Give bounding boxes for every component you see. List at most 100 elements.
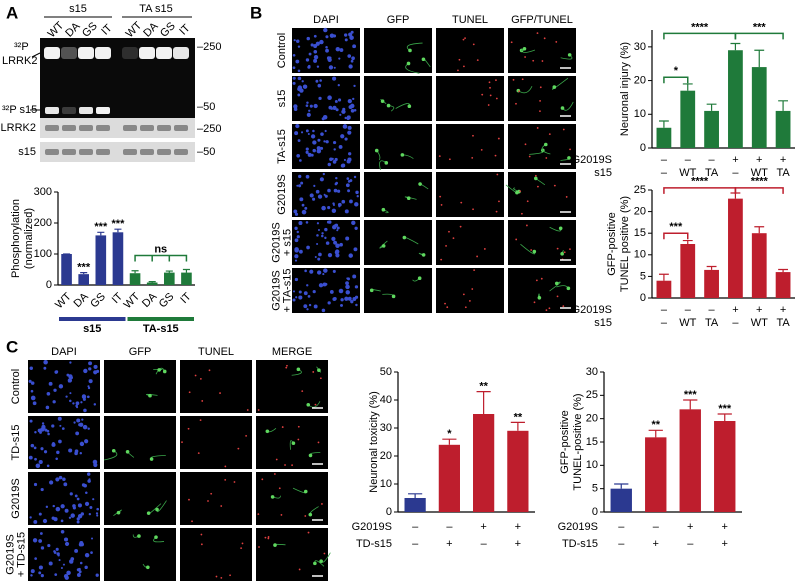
blot-band bbox=[156, 47, 172, 59]
tunel-dot bbox=[240, 547, 243, 549]
condition-mark: + bbox=[722, 538, 728, 550]
nucleus bbox=[304, 206, 308, 210]
neuron bbox=[319, 559, 323, 564]
bracket-label: * bbox=[674, 65, 679, 77]
condition-mark: – bbox=[685, 304, 692, 316]
blot-band bbox=[79, 107, 93, 114]
nucleus bbox=[350, 59, 354, 63]
tunel-dot bbox=[215, 575, 218, 578]
nucleus bbox=[84, 565, 88, 570]
nucleus bbox=[293, 209, 298, 214]
nucleus bbox=[347, 130, 352, 135]
row-label: G2019S bbox=[4, 534, 16, 574]
micrograph bbox=[292, 172, 360, 217]
nucleus bbox=[92, 498, 95, 501]
tunel-dot bbox=[497, 137, 500, 140]
nucleus bbox=[332, 297, 337, 301]
y-tick-label: 5 bbox=[592, 483, 598, 495]
nucleus bbox=[337, 98, 342, 102]
error-bar bbox=[778, 100, 789, 111]
tunel-dot bbox=[278, 487, 281, 490]
nucleus bbox=[78, 423, 82, 427]
nucleus bbox=[69, 399, 72, 403]
micrograph bbox=[364, 28, 432, 73]
neuron bbox=[522, 46, 527, 51]
mw-marker: –250 bbox=[197, 41, 221, 53]
nucleus bbox=[63, 573, 69, 579]
nucleus bbox=[347, 125, 352, 130]
nucleus bbox=[77, 513, 83, 519]
tunel-dot bbox=[464, 306, 467, 309]
nucleus bbox=[74, 449, 79, 454]
nucleus bbox=[325, 140, 329, 144]
condition-mark: + bbox=[515, 538, 521, 550]
tunel-dot bbox=[307, 531, 310, 534]
tunel-dot bbox=[317, 441, 320, 444]
error-bar bbox=[754, 226, 765, 234]
nucleus bbox=[294, 259, 298, 262]
condition-mark: – bbox=[687, 538, 694, 550]
nucleus bbox=[35, 463, 41, 469]
tunel-dot bbox=[539, 100, 541, 102]
nucleus bbox=[307, 152, 312, 157]
tunel-dot bbox=[526, 200, 529, 203]
tunel-dot bbox=[439, 195, 442, 198]
nucleus bbox=[92, 459, 98, 465]
nucleus bbox=[349, 199, 353, 204]
bracket bbox=[734, 187, 784, 194]
row-label: s15 bbox=[276, 90, 288, 108]
nucleus bbox=[344, 296, 349, 301]
nucleus bbox=[38, 539, 43, 543]
nucleus bbox=[75, 431, 80, 436]
condition-name: s15 bbox=[594, 317, 612, 329]
nucleus bbox=[352, 97, 355, 101]
tunel-dot bbox=[224, 465, 227, 468]
tunel-dot bbox=[535, 279, 538, 282]
neuron bbox=[417, 276, 422, 281]
neuron bbox=[374, 148, 379, 153]
tunel-dot bbox=[457, 69, 459, 72]
nucleus bbox=[356, 195, 359, 198]
micrograph bbox=[436, 268, 504, 313]
nucleus bbox=[76, 520, 80, 524]
blot-band bbox=[139, 47, 155, 59]
nucleus bbox=[34, 457, 37, 461]
tunel-dot bbox=[241, 542, 244, 545]
nucleus bbox=[320, 132, 324, 136]
neuron bbox=[567, 156, 571, 160]
tunel-dot bbox=[473, 269, 476, 272]
nucleus bbox=[58, 384, 64, 389]
nucleus bbox=[340, 298, 344, 302]
nucleus bbox=[46, 391, 51, 396]
nucleus bbox=[308, 52, 312, 56]
neuron bbox=[566, 286, 571, 291]
micrograph bbox=[180, 416, 252, 469]
nucleus bbox=[334, 182, 338, 186]
tunel-dot bbox=[210, 492, 213, 495]
blot-band bbox=[45, 107, 59, 114]
tunel-dot bbox=[452, 237, 455, 240]
nucleus bbox=[28, 455, 33, 460]
tunel-dot bbox=[472, 208, 474, 211]
nucleus bbox=[84, 501, 90, 506]
nucleus bbox=[294, 277, 299, 282]
nucleus bbox=[344, 137, 348, 141]
nucleus bbox=[34, 557, 37, 560]
nucleus bbox=[328, 220, 332, 224]
tunel-dot bbox=[224, 478, 227, 481]
nucleus bbox=[338, 57, 341, 60]
y-axis-label: GFP-positive bbox=[559, 410, 571, 474]
error-bar bbox=[658, 273, 669, 281]
nucleus bbox=[327, 188, 331, 193]
error-bar bbox=[614, 483, 629, 489]
blot-row-label: ³²P bbox=[14, 41, 29, 53]
nucleus bbox=[46, 464, 50, 468]
tunel-dot bbox=[534, 174, 537, 177]
nucleus bbox=[292, 76, 296, 80]
bracket-label: **** bbox=[751, 176, 769, 188]
significance: *** bbox=[112, 218, 126, 230]
tunel-dot bbox=[181, 441, 183, 443]
neuron bbox=[162, 369, 167, 374]
nucleus bbox=[327, 206, 331, 210]
micrograph bbox=[364, 172, 432, 217]
